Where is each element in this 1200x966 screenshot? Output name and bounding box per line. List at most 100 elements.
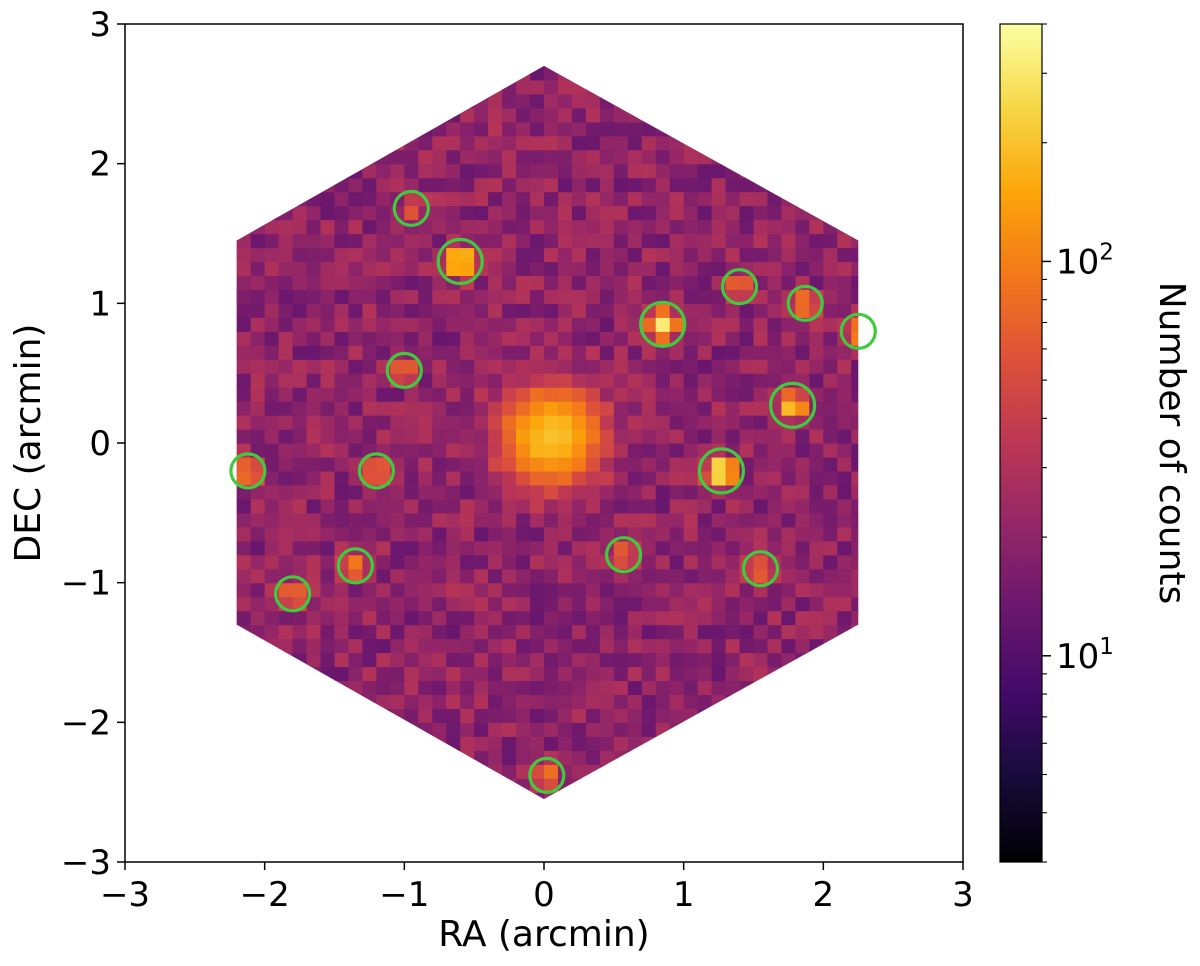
- heatmap-cell: [153, 345, 168, 360]
- heatmap-cell: [488, 121, 503, 137]
- heatmap-cell: [195, 317, 210, 332]
- heatmap-cell: [209, 639, 224, 654]
- heatmap-cell: [893, 220, 908, 235]
- heatmap-cell: [474, 610, 489, 626]
- heatmap-cell: [446, 121, 461, 137]
- heatmap-cell: [320, 79, 336, 95]
- heatmap-cell: [628, 820, 643, 835]
- heatmap-cell: [334, 317, 350, 332]
- heatmap-cell: [376, 540, 391, 556]
- heatmap-cell: [935, 471, 950, 486]
- heatmap-cell: [949, 722, 964, 737]
- heatmap-cell: [348, 610, 364, 626]
- heatmap-cell: [613, 484, 629, 500]
- heatmap-cell: [557, 443, 573, 458]
- heatmap-cell: [236, 498, 238, 514]
- heatmap-cell: [711, 331, 727, 346]
- heatmap-cell: [544, 470, 559, 486]
- heatmap-cell: [292, 289, 308, 304]
- heatmap-cell: [837, 456, 852, 472]
- heatmap-cell: [669, 429, 685, 444]
- heatmap-cell: [711, 149, 727, 165]
- heatmap-cell: [264, 121, 280, 137]
- heatmap-cell: [236, 694, 252, 709]
- heatmap-cell: [236, 470, 252, 486]
- heatmap-cell: [390, 624, 405, 640]
- heatmap-cell: [250, 722, 266, 737]
- heatmap-cell: [851, 554, 859, 570]
- heatmap-cell: [571, 93, 587, 109]
- heatmap-cell: [362, 834, 377, 849]
- heatmap-cell: [851, 806, 866, 821]
- heatmap-cell: [264, 470, 280, 486]
- heatmap-cell: [181, 373, 196, 388]
- heatmap-cell: [139, 66, 154, 81]
- heatmap-cell: [362, 149, 377, 165]
- heatmap-cell: [125, 52, 140, 67]
- heatmap-cell: [278, 331, 294, 346]
- heatmap-cell: [767, 275, 783, 290]
- heatmap-cell: [362, 401, 377, 416]
- heatmap-cell: [250, 205, 266, 221]
- heatmap-cell: [739, 778, 755, 793]
- heatmap-cell: [292, 163, 308, 179]
- heatmap-cell: [446, 289, 461, 304]
- heatmap-cell: [195, 373, 210, 388]
- heatmap-cell: [432, 373, 447, 388]
- heatmap-cell: [250, 317, 266, 332]
- heatmap-cell: [418, 401, 433, 416]
- heatmap-cell: [125, 108, 140, 123]
- heatmap-cell: [740, 834, 755, 849]
- heatmap-cell: [474, 806, 489, 821]
- heatmap-cell: [167, 694, 182, 709]
- heatmap-cell: [725, 65, 741, 67]
- heatmap-cell: [404, 65, 419, 67]
- heatmap-cell: [669, 107, 685, 123]
- heatmap-cell: [153, 694, 168, 709]
- heatmap-cell: [292, 317, 308, 332]
- heatmap-cell: [264, 387, 280, 402]
- heatmap-cell: [292, 638, 308, 654]
- heatmap-cell: [167, 303, 182, 318]
- heatmap-cell: [739, 694, 755, 709]
- heatmap-cell: [251, 38, 266, 53]
- heatmap-cell: [488, 722, 503, 737]
- heatmap-cell: [418, 79, 433, 95]
- heatmap-cell: [320, 666, 336, 682]
- heatmap-cell: [585, 610, 601, 626]
- heatmap-cell: [585, 512, 601, 528]
- heatmap-cell: [697, 289, 713, 304]
- heatmap-cell: [907, 736, 922, 751]
- heatmap-cell: [949, 108, 964, 123]
- heatmap-cell: [446, 107, 461, 123]
- heatmap-cell: [544, 736, 559, 751]
- heatmap-cell: [725, 568, 741, 584]
- heatmap-cell: [362, 359, 377, 374]
- heatmap-cell: [432, 456, 447, 472]
- heatmap-cell: [474, 121, 489, 137]
- heatmap-cell: [683, 526, 699, 542]
- heatmap-cell: [669, 79, 685, 95]
- heatmap-cell: [753, 415, 769, 430]
- heatmap-cell: [474, 834, 489, 849]
- heatmap-cell: [641, 107, 657, 123]
- heatmap-cell: [209, 750, 224, 765]
- heatmap-cell: [767, 65, 783, 67]
- heatmap-cell: [362, 750, 377, 765]
- heatmap-cell: [613, 778, 629, 793]
- heatmap-cell: [306, 666, 322, 682]
- heatmap-cell: [739, 484, 755, 500]
- heatmap-cell: [795, 79, 810, 95]
- heatmap-cell: [153, 192, 168, 207]
- heatmap-cell: [530, 666, 545, 682]
- heatmap-cell: [195, 136, 210, 151]
- heatmap-cell: [921, 750, 936, 765]
- heatmap-cell: [712, 848, 727, 863]
- heatmap-cell: [935, 764, 950, 779]
- heatmap-cell: [474, 470, 489, 486]
- heatmap-cell: [460, 205, 475, 221]
- heatmap-cell: [530, 624, 545, 640]
- heatmap-cell: [292, 526, 308, 542]
- heatmap-cell: [236, 359, 238, 374]
- heatmap-cell: [669, 177, 685, 193]
